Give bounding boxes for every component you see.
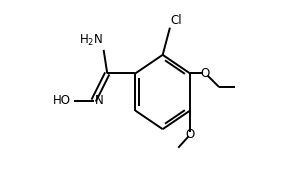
Text: Cl: Cl [171, 14, 182, 27]
Text: HO: HO [53, 94, 71, 107]
Text: O: O [185, 128, 195, 141]
Text: N: N [95, 94, 104, 107]
Text: O: O [201, 67, 210, 80]
Text: H$_2$N: H$_2$N [79, 33, 103, 48]
